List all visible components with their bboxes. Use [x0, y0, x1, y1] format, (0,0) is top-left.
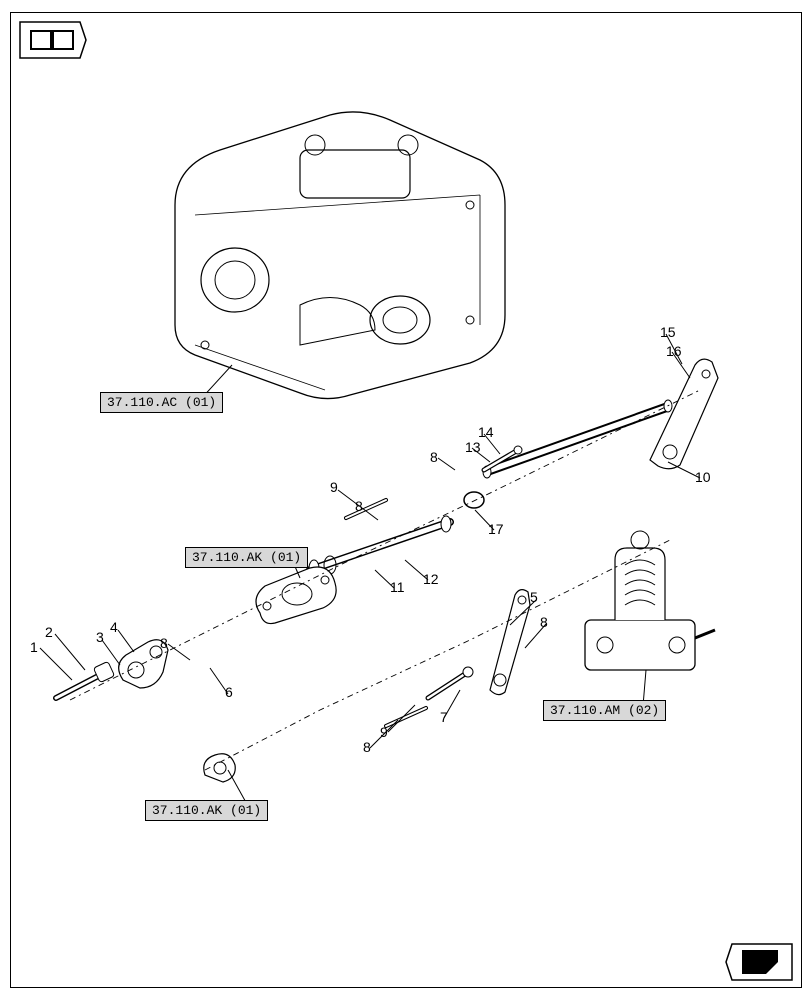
ref-tag-flange: 37.110.AK (01) — [185, 547, 308, 568]
housing-sketch — [150, 95, 520, 405]
callout-13: 13 — [465, 440, 481, 454]
flange-sketch — [245, 558, 345, 628]
valve-assy-sketch — [555, 520, 725, 690]
book-open-icon — [18, 20, 88, 60]
callout-7: 7 — [440, 710, 448, 724]
callout-9a: 9 — [330, 480, 338, 494]
callout-4: 4 — [110, 620, 118, 634]
callout-5: 5 — [530, 590, 538, 604]
callout-3: 3 — [96, 630, 104, 644]
callout-16: 16 — [666, 344, 682, 358]
ring-17-sketch — [460, 488, 488, 512]
callout-8a: 8 — [160, 636, 168, 650]
callout-2: 2 — [45, 625, 53, 639]
callout-17: 17 — [488, 522, 504, 536]
callout-8d: 8 — [540, 615, 548, 629]
ref-tag-housing: 37.110.AC (01) — [100, 392, 223, 413]
callout-15: 15 — [660, 325, 676, 339]
callout-12: 12 — [423, 572, 439, 586]
callout-10: 10 — [695, 470, 711, 484]
callout-8e: 8 — [363, 740, 371, 754]
lever-15-16-sketch — [640, 350, 730, 470]
callout-9b: 9 — [380, 725, 388, 739]
callout-8b: 8 — [355, 499, 363, 513]
callout-6: 6 — [225, 685, 233, 699]
book-page-icon — [724, 942, 794, 982]
ref-tag-clip: 37.110.AK (01) — [145, 800, 268, 821]
pin-9b-sketch — [380, 700, 435, 735]
callout-11: 11 — [390, 580, 405, 594]
stud-1-2-sketch — [48, 660, 118, 710]
callout-1: 1 — [30, 640, 38, 654]
callout-14: 14 — [478, 425, 494, 439]
callout-8c: 8 — [430, 450, 438, 464]
clip-sketch — [195, 740, 245, 790]
ref-tag-valve: 37.110.AM (02) — [543, 700, 666, 721]
stub-13-14-sketch — [478, 440, 528, 480]
pin-9a-sketch — [340, 492, 395, 527]
